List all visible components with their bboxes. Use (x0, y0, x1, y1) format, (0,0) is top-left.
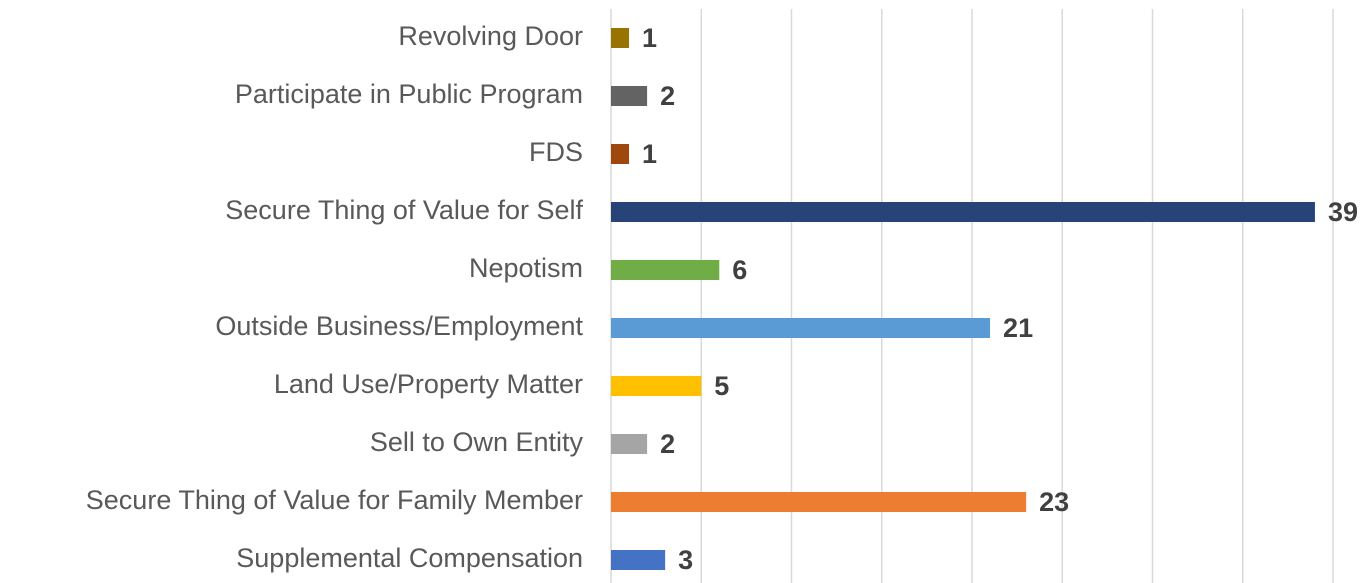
bar (611, 260, 720, 280)
bar (611, 86, 648, 106)
y-tick-label: FDS (529, 137, 583, 167)
y-tick-label: Participate in Public Program (235, 79, 583, 109)
value-label: 2 (660, 429, 675, 459)
bar (611, 434, 648, 454)
value-label: 3 (678, 545, 693, 575)
value-label: 1 (642, 23, 657, 53)
bar (611, 318, 991, 338)
y-tick-label: Outside Business/Employment (215, 311, 583, 341)
y-tick-label: Nepotism (469, 253, 583, 283)
y-tick-label: Secure Thing of Value for Family Member (86, 485, 583, 515)
value-label: 39 (1328, 197, 1358, 227)
bar (611, 376, 702, 396)
bar (611, 492, 1027, 512)
y-tick-label: Revolving Door (398, 21, 583, 51)
value-label: 21 (1003, 313, 1033, 343)
bar (611, 550, 666, 570)
value-label: 23 (1039, 487, 1069, 517)
value-label: 5 (714, 371, 729, 401)
value-label: 1 (642, 139, 657, 169)
y-tick-label: Supplemental Compensation (236, 543, 583, 573)
y-tick-label: Land Use/Property Matter (274, 369, 583, 399)
y-tick-label: Secure Thing of Value for Self (225, 195, 583, 225)
bar (611, 28, 630, 48)
value-label: 6 (732, 255, 747, 285)
bar (611, 202, 1315, 222)
bar (611, 144, 630, 164)
value-label: 2 (660, 81, 675, 111)
y-tick-label: Sell to Own Entity (370, 427, 584, 457)
